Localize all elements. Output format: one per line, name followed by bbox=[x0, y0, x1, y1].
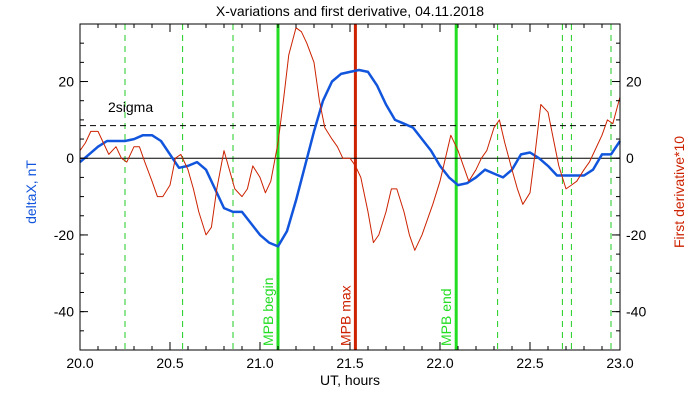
y-axis-label-right: First derivative*10 bbox=[671, 136, 687, 248]
sigma-label: 2sigma bbox=[108, 99, 153, 115]
x-tick-label: 22.5 bbox=[516, 355, 543, 371]
y-tick-label-left: 0 bbox=[66, 150, 74, 166]
x-tick-label: 20.5 bbox=[156, 355, 183, 371]
y-tick-label-left: -20 bbox=[54, 227, 74, 243]
y-tick-label-right: 0 bbox=[626, 150, 634, 166]
x-tick-label: 21.5 bbox=[336, 355, 363, 371]
y-tick-label-right: -20 bbox=[626, 227, 646, 243]
x-tick-label: 20.0 bbox=[66, 355, 93, 371]
y-tick-label-left: -40 bbox=[54, 304, 74, 320]
y-tick-label-right: 20 bbox=[626, 74, 642, 90]
mpb-label: MPB max bbox=[337, 285, 353, 346]
derivative-series-line bbox=[79, 27, 621, 251]
y-axis-label-left: deltaX, nT bbox=[23, 160, 39, 224]
mpb-label: MPB end bbox=[438, 288, 454, 346]
x-tick-label: 23.0 bbox=[606, 355, 633, 371]
x-axis-label: UT, hours bbox=[320, 372, 380, 388]
y-tick-label-left: 20 bbox=[58, 74, 74, 90]
x-tick-label: 22.0 bbox=[426, 355, 453, 371]
y-tick-label-right: -40 bbox=[626, 304, 646, 320]
mpb-label: MPB begin bbox=[260, 278, 276, 346]
chart-title: X-variations and first derivative, 04.11… bbox=[216, 3, 484, 19]
x-tick-label: 21.0 bbox=[246, 355, 273, 371]
deltax-series-line bbox=[79, 68, 622, 248]
